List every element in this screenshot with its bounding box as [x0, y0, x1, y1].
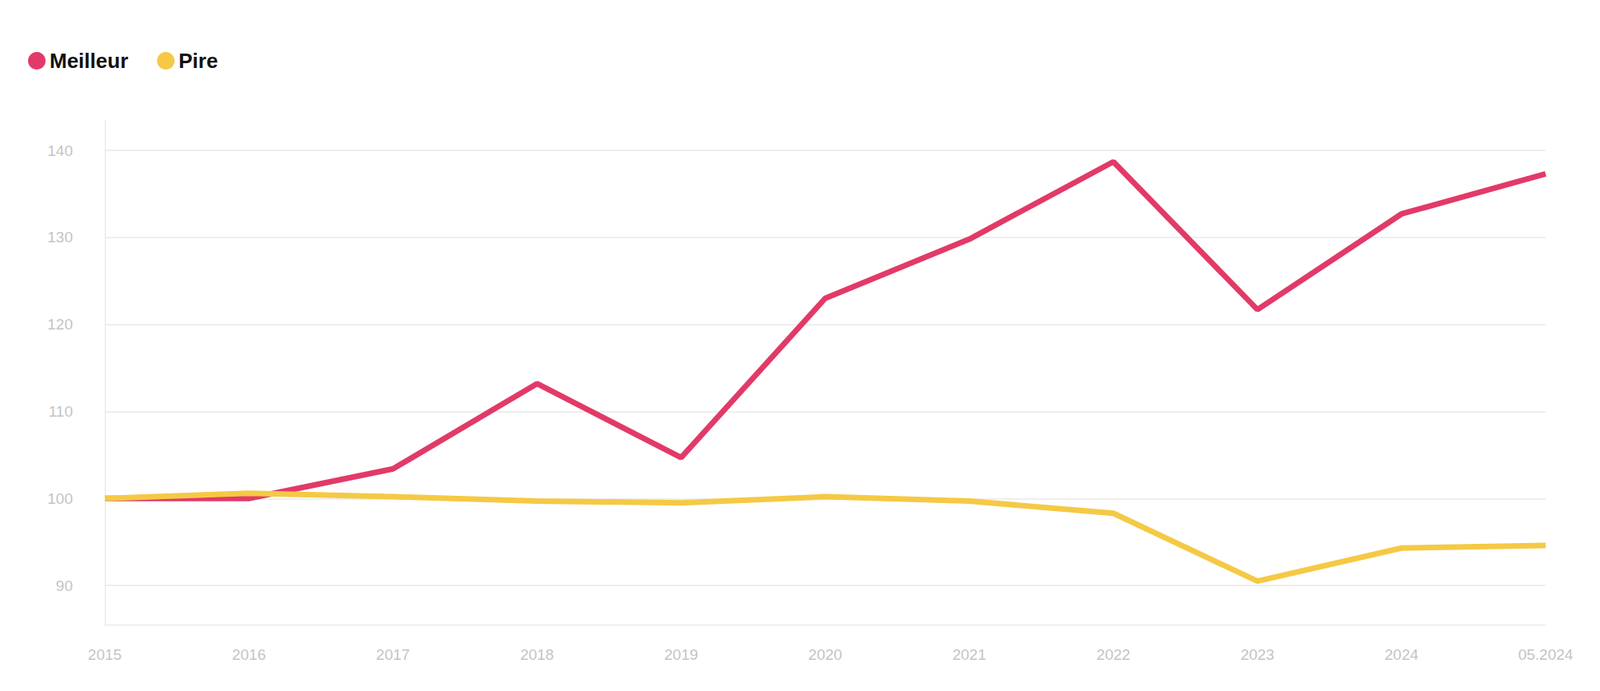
svg-text:130: 130: [47, 228, 73, 246]
svg-text:2017: 2017: [376, 646, 410, 664]
svg-text:2023: 2023: [1240, 646, 1275, 664]
svg-text:100: 100: [47, 490, 73, 508]
svg-text:110: 110: [48, 403, 73, 420]
svg-text:2015: 2015: [88, 646, 122, 664]
svg-text:90: 90: [56, 577, 73, 595]
svg-text:140: 140: [47, 142, 73, 160]
svg-text:Pire: Pire: [178, 48, 218, 73]
svg-text:120: 120: [47, 316, 73, 333]
svg-text:2021: 2021: [952, 646, 986, 664]
svg-text:2019: 2019: [664, 646, 698, 664]
svg-text:2018: 2018: [520, 646, 554, 664]
svg-text:2022: 2022: [1096, 646, 1131, 664]
svg-text:05.2024: 05.2024: [1518, 646, 1574, 664]
svg-text:2016: 2016: [232, 646, 266, 664]
svg-text:2020: 2020: [808, 646, 842, 664]
svg-text:2024: 2024: [1384, 646, 1420, 664]
svg-text:Meilleur: Meilleur: [49, 48, 128, 73]
